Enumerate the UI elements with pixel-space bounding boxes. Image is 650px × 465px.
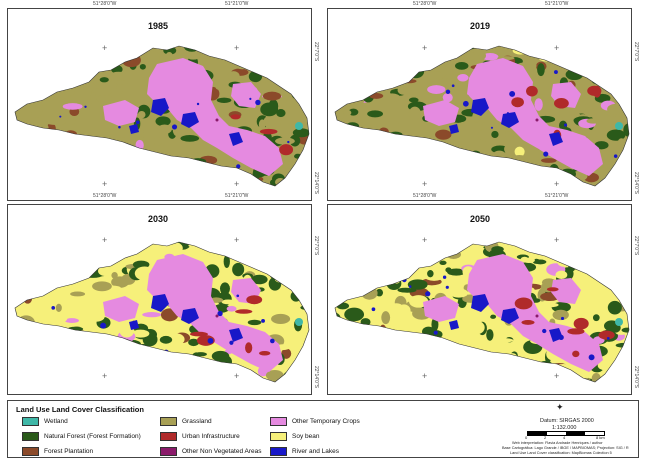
graticule-cross: + xyxy=(102,43,108,53)
coord-right-2019-a: 22°7'0"S xyxy=(633,42,639,62)
graticule-cross: + xyxy=(554,179,560,189)
north-arrow-icon: ✦ xyxy=(556,402,564,412)
legend-panel: Land Use Land Cover Classification xyxy=(7,400,639,458)
legend-swatch xyxy=(160,417,177,426)
coord-top-2019-a: 51°28'0"W xyxy=(413,1,437,7)
legend-item-grassland: Grassland xyxy=(160,417,212,426)
legend-item-forest-plantation: Forest Plantation xyxy=(22,447,93,456)
credits-line-1: Web interpretation: Flavia Andrade Henri… xyxy=(512,441,603,445)
datum-label: Datum: SIRGAS 2000 xyxy=(540,418,594,424)
graticule-cross: + xyxy=(234,43,240,53)
graticule-cross: + xyxy=(102,235,108,245)
coord-top-1985-a: 51°28'0"W xyxy=(93,1,117,7)
legend-item-urban-infrastructure: Urban Infrastructure xyxy=(160,432,240,441)
coord-right-2030-a: 22°7'0"S xyxy=(313,236,319,256)
legend-swatch xyxy=(270,417,287,426)
graticule-cross: + xyxy=(234,179,240,189)
scale-label: 1:132.000 xyxy=(552,425,577,431)
map-title-2050: 2050 xyxy=(469,214,491,224)
map-title-2030: 2030 xyxy=(147,214,169,224)
coord-right-1985-a: 22°7'0"S xyxy=(313,42,319,62)
legend-swatch xyxy=(22,417,39,426)
legend-label: Grassland xyxy=(182,418,212,425)
legend-label: Other Non Vegetated Areas xyxy=(182,448,262,455)
legend-label: Natural Forest (Forest Formation) xyxy=(44,433,141,440)
coord-right-2050-b: 22°14'0"S xyxy=(633,366,639,388)
scale-tick-8: 8 km xyxy=(596,435,605,440)
graticule-cross: + xyxy=(102,179,108,189)
legend-item-other-temporary-crops: Other Temporary Crops xyxy=(270,417,360,426)
legend-item-soy-bean: Soy bean xyxy=(270,432,319,441)
coord-bottom-1985-a: 51°28'0"W xyxy=(93,193,117,199)
coord-bottom-2019-a: 51°28'0"W xyxy=(413,193,437,199)
legend-label: Urban Infrastructure xyxy=(182,433,240,440)
scale-tick-0: 0 xyxy=(525,435,528,440)
scale-bar xyxy=(527,431,605,436)
land-cover-map-2030 xyxy=(14,241,310,383)
legend-label: Soy bean xyxy=(292,433,320,440)
land-cover-map-2019 xyxy=(334,45,630,187)
graticule-cross: + xyxy=(554,235,560,245)
legend-label: Forest Plantation xyxy=(44,448,94,455)
graticule-cross: + xyxy=(102,371,108,381)
coord-right-2050-a: 22°7'0"S xyxy=(633,236,639,256)
coord-top-2019-b: 51°21'0"W xyxy=(545,1,569,7)
land-cover-map-1985 xyxy=(14,45,310,187)
graticule-cross: + xyxy=(234,235,240,245)
legend-swatch xyxy=(160,447,177,456)
coord-bottom-2019-b: 51°21'0"W xyxy=(545,193,569,199)
legend-swatch xyxy=(270,432,287,441)
legend-swatch xyxy=(270,447,287,456)
coord-top-1985-b: 51°21'0"W xyxy=(225,1,249,7)
legend-item-river-and-lakes: River and Lakes xyxy=(270,447,339,456)
credits-line-3: Land Use Land Cover classification: MapB… xyxy=(510,451,612,455)
land-cover-map-2050 xyxy=(334,241,630,383)
scale-tick-4: 4 xyxy=(563,435,566,440)
map-title-2019: 2019 xyxy=(469,21,491,31)
map-title-1985: 1985 xyxy=(147,21,169,31)
legend-item-wetland: Wetland xyxy=(22,417,68,426)
coord-right-2019-b: 22°14'0"S xyxy=(633,172,639,194)
graticule-cross: + xyxy=(422,371,428,381)
legend-item-other-non-vegetated-areas: Other Non Vegetated Areas xyxy=(160,447,262,456)
credits-line-2: Base Cartográfica: Lago Grande / IBGE / … xyxy=(502,446,629,450)
legend-swatch xyxy=(22,432,39,441)
coord-bottom-1985-b: 51°21'0"W xyxy=(225,193,249,199)
legend-label: Other Temporary Crops xyxy=(292,418,360,425)
graticule-cross: + xyxy=(554,43,560,53)
coord-right-1985-b: 22°14'0"S xyxy=(313,172,319,194)
legend-title: Land Use Land Cover Classification xyxy=(16,405,144,414)
legend-item-natural-forest-forest-formation: Natural Forest (Forest Formation) xyxy=(22,432,141,441)
legend-swatch xyxy=(22,447,39,456)
legend-swatch xyxy=(160,432,177,441)
graticule-cross: + xyxy=(422,43,428,53)
scale-tick-2: 2 xyxy=(544,435,547,440)
graticule-cross: + xyxy=(234,371,240,381)
graticule-cross: + xyxy=(554,371,560,381)
legend-label: Wetland xyxy=(44,418,68,425)
coord-right-2030-b: 22°14'0"S xyxy=(313,366,319,388)
graticule-cross: + xyxy=(422,179,428,189)
graticule-cross: + xyxy=(422,235,428,245)
legend-label: River and Lakes xyxy=(292,448,339,455)
